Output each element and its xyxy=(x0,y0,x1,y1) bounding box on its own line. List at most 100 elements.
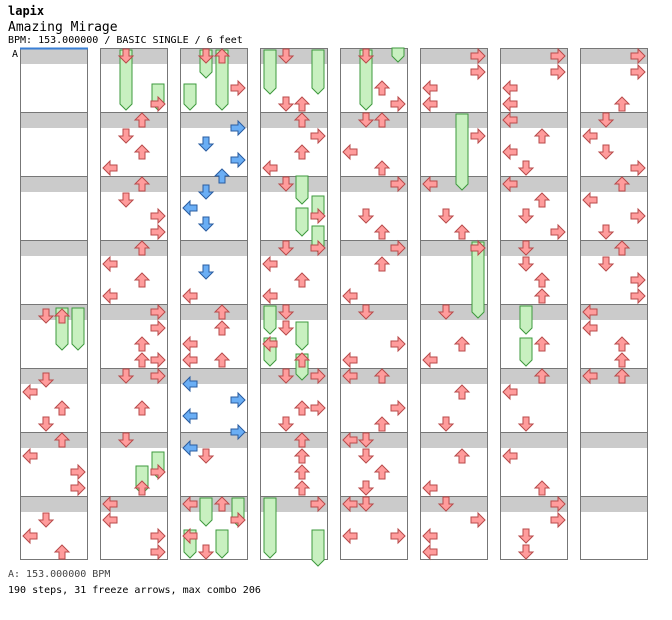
stripe xyxy=(420,176,488,192)
step-arrow xyxy=(262,287,278,305)
step-arrow xyxy=(22,383,38,401)
stripe xyxy=(100,112,168,128)
stripe xyxy=(500,304,568,320)
step-arrow xyxy=(597,256,615,272)
stripe xyxy=(100,48,168,64)
step-arrow xyxy=(150,319,166,337)
bpm-summary: A: 153.000000 BPM xyxy=(8,569,111,580)
step-arrow xyxy=(293,480,311,496)
step-arrow xyxy=(390,527,406,545)
stripe xyxy=(100,432,168,448)
step-arrow xyxy=(277,368,295,384)
step-arrow xyxy=(630,47,646,65)
step-arrow xyxy=(342,527,358,545)
step-arrow xyxy=(182,439,198,457)
stripe xyxy=(580,368,648,384)
step-arrow xyxy=(117,128,135,144)
stripe xyxy=(20,48,88,64)
step-arrow xyxy=(342,367,358,385)
stripe xyxy=(20,496,88,512)
step-arrow xyxy=(277,416,295,432)
step-arrow xyxy=(310,127,326,145)
freeze-arrow xyxy=(519,337,533,367)
step-arrow xyxy=(630,271,646,289)
step-arrow xyxy=(102,255,118,273)
stripe xyxy=(260,240,328,256)
step-arrow xyxy=(310,207,326,225)
stripe xyxy=(580,496,648,512)
step-arrow xyxy=(293,112,311,128)
step-arrow xyxy=(53,544,71,560)
step-arrow xyxy=(502,95,518,113)
step-arrow xyxy=(470,63,486,81)
step-arrow xyxy=(213,496,231,512)
step-arrow xyxy=(22,527,38,545)
step-arrow xyxy=(197,48,215,64)
stripe xyxy=(100,304,168,320)
step-arrow xyxy=(437,416,455,432)
step-arrow xyxy=(293,432,311,448)
step-arrow xyxy=(182,335,198,353)
stripe xyxy=(20,304,88,320)
step-arrow xyxy=(357,448,375,464)
freeze-arrow xyxy=(263,49,277,95)
step-arrow xyxy=(37,512,55,528)
measure-stripes xyxy=(20,48,648,512)
step-arrow xyxy=(422,79,438,97)
step-arrow xyxy=(182,495,198,513)
step-arrow xyxy=(310,239,326,257)
step-arrow xyxy=(517,256,535,272)
step-arrow xyxy=(437,304,455,320)
step-arrow xyxy=(230,151,246,169)
step-arrow xyxy=(342,287,358,305)
stripe xyxy=(500,240,568,256)
stripe xyxy=(340,496,408,512)
step-arrow xyxy=(533,192,551,208)
step-arrow xyxy=(182,375,198,393)
step-arrow xyxy=(373,256,391,272)
stripe xyxy=(340,368,408,384)
step-arrow xyxy=(150,223,166,241)
stripe xyxy=(500,496,568,512)
step-arrow xyxy=(390,95,406,113)
step-arrow xyxy=(517,544,535,560)
stripe xyxy=(500,176,568,192)
step-arrow xyxy=(277,96,295,112)
stripe xyxy=(340,176,408,192)
stripe xyxy=(100,240,168,256)
step-arrow xyxy=(102,495,118,513)
step-arrow xyxy=(357,480,375,496)
step-arrow xyxy=(422,543,438,561)
stripe xyxy=(420,496,488,512)
step-arrow xyxy=(150,527,166,545)
step-arrow xyxy=(230,79,246,97)
step-arrow xyxy=(533,272,551,288)
freeze-arrow xyxy=(263,305,277,335)
stripe xyxy=(580,48,648,64)
song-title: Amazing Mirage xyxy=(8,20,118,35)
freeze-arrow xyxy=(295,175,309,205)
step-arrow xyxy=(517,240,535,256)
step-arrow xyxy=(453,224,471,240)
stripe xyxy=(260,496,328,512)
step-arrow xyxy=(117,368,135,384)
step-arrow xyxy=(550,511,566,529)
step-arrow xyxy=(357,432,375,448)
step-arrow xyxy=(533,288,551,304)
stripe xyxy=(340,240,408,256)
freeze-arrow xyxy=(519,305,533,335)
stripe xyxy=(420,240,488,256)
step-arrow xyxy=(613,176,631,192)
stripe xyxy=(260,304,328,320)
step-arrow xyxy=(582,191,598,209)
step-arrow xyxy=(102,511,118,529)
step-arrow xyxy=(390,399,406,417)
freeze-arrow xyxy=(215,49,229,111)
step-arrow xyxy=(373,224,391,240)
step-arrow xyxy=(422,351,438,369)
step-arrow xyxy=(150,207,166,225)
step-arrow xyxy=(357,112,375,128)
stripe xyxy=(20,176,88,192)
step-arrow xyxy=(630,63,646,81)
stripe xyxy=(260,48,328,64)
